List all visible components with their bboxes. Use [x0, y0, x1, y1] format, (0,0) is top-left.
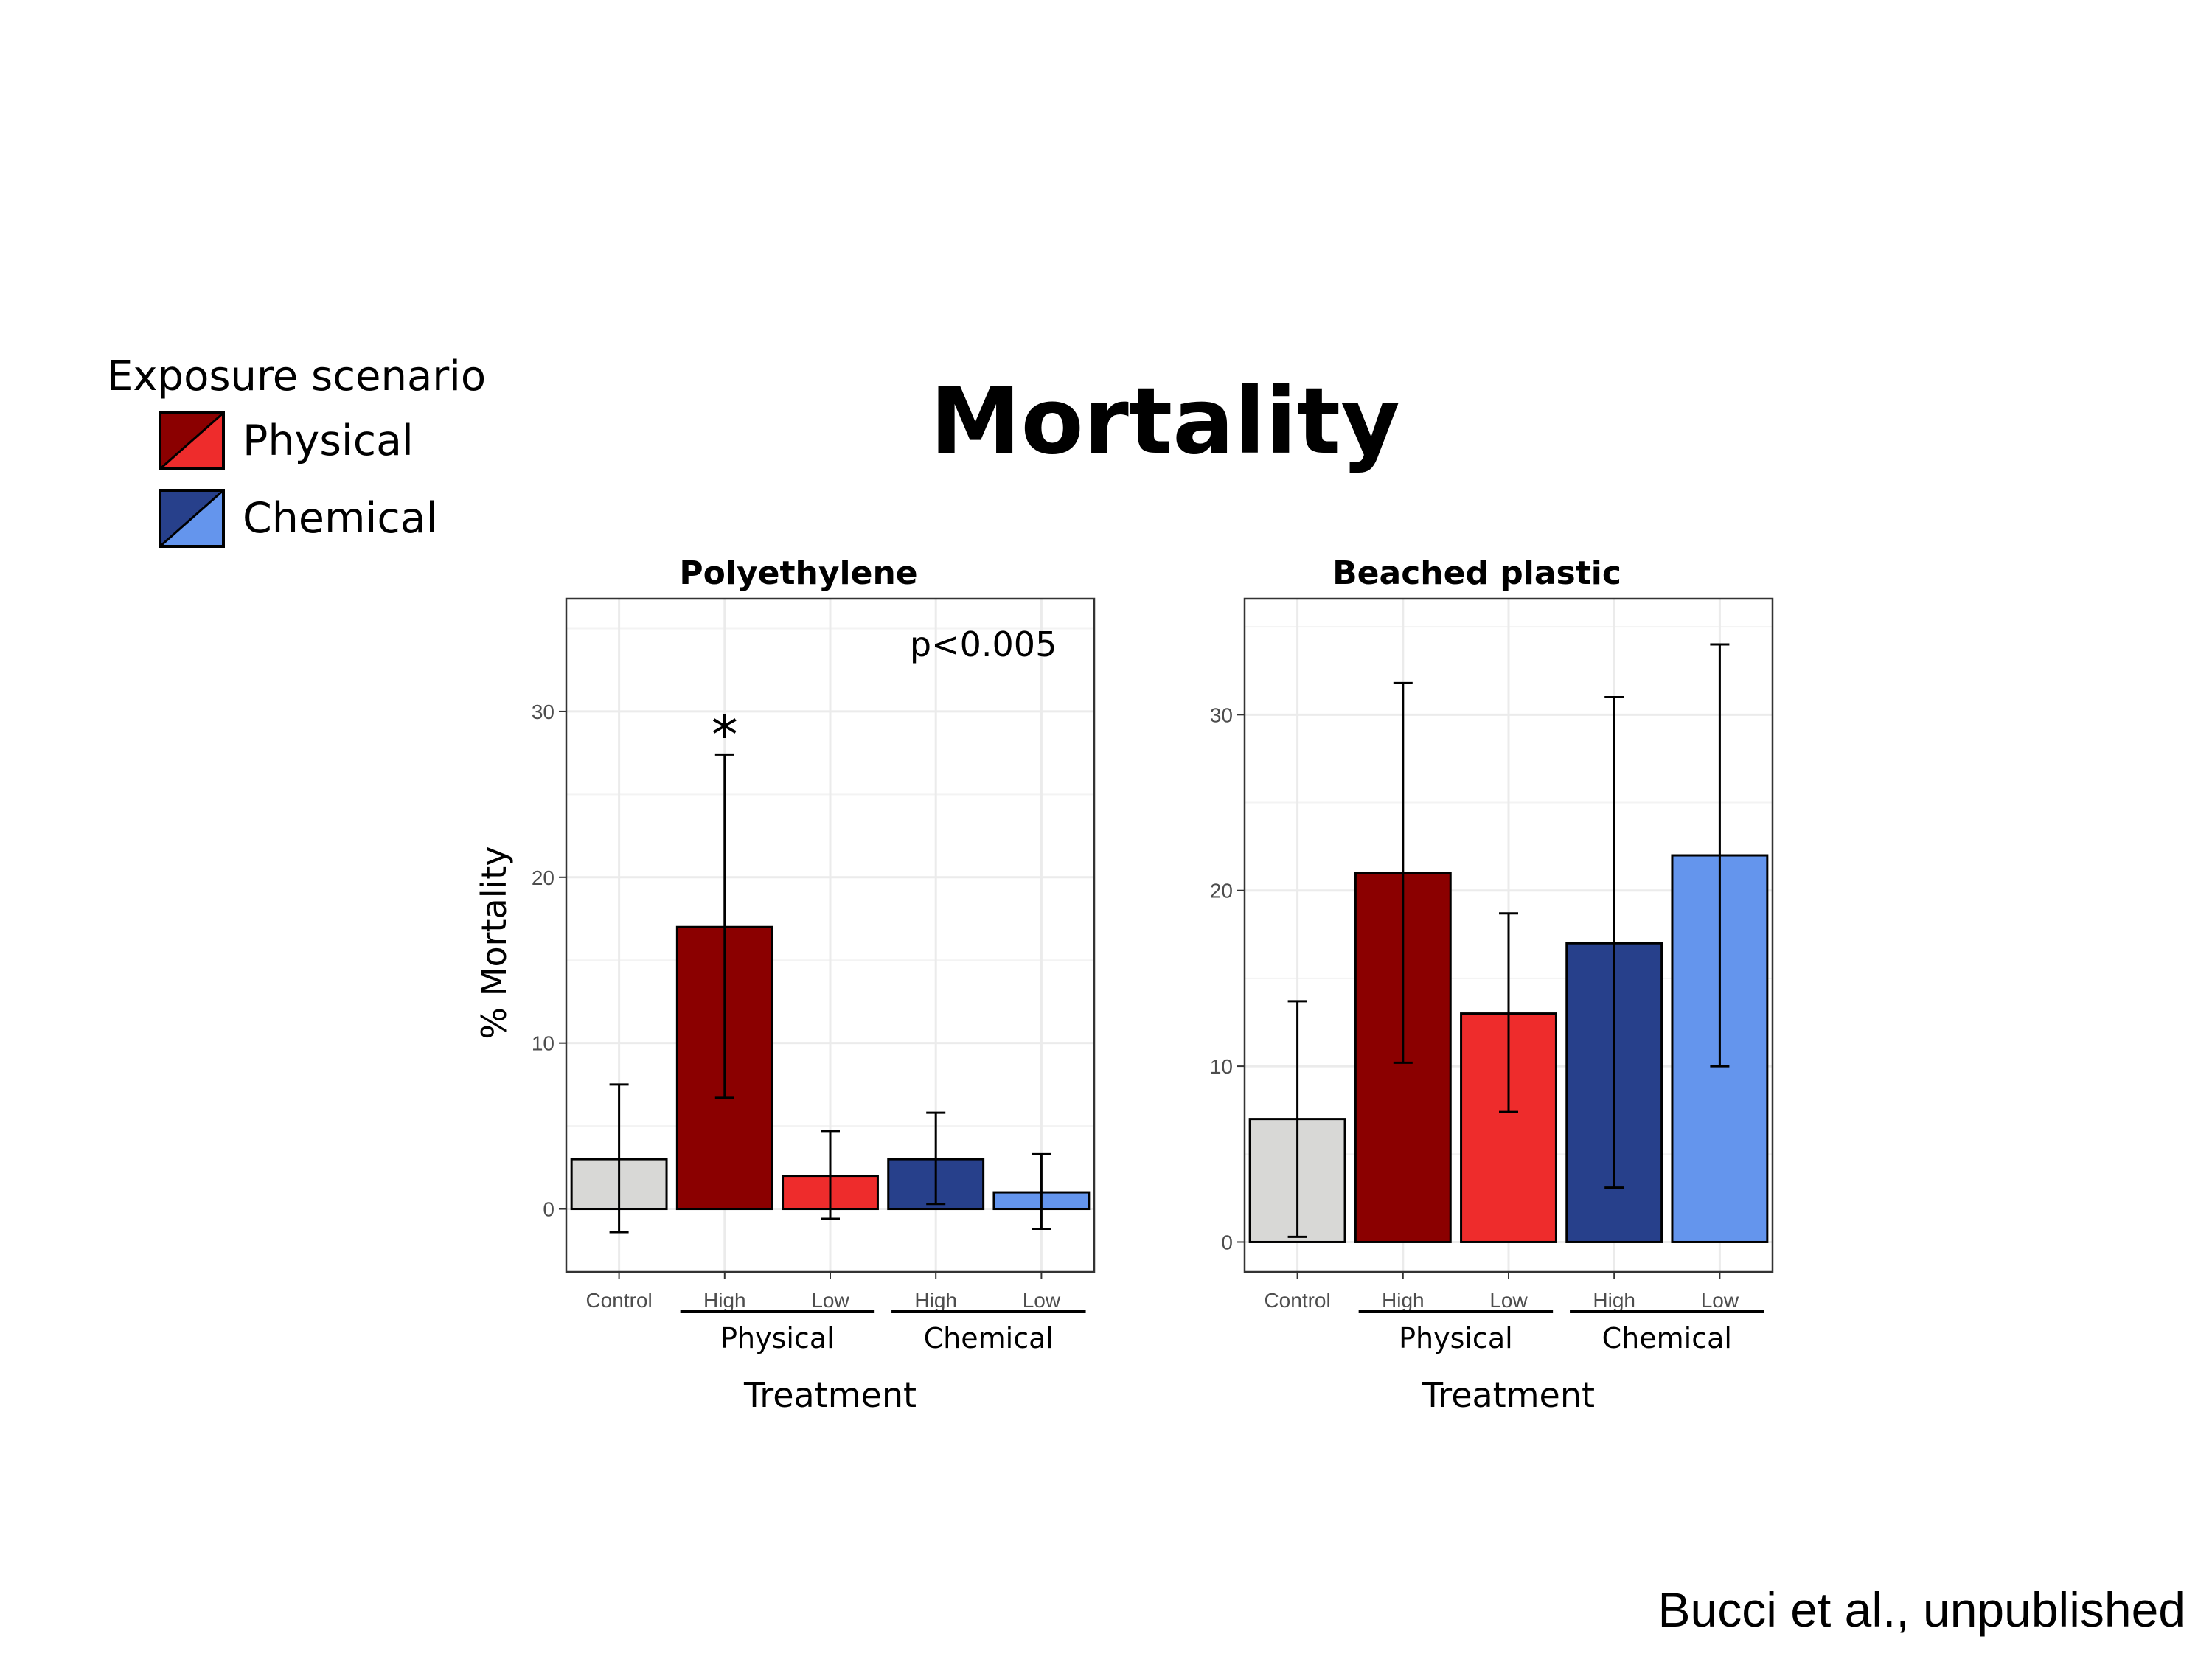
x-tick-label: Low — [1701, 1289, 1739, 1312]
panel-title: Beached plastic — [1332, 554, 1621, 592]
legend: Exposure scenario Physical Chemical — [107, 352, 487, 548]
y-tick-label: 20 — [1210, 880, 1233, 902]
y-tick-label: 0 — [1221, 1231, 1233, 1253]
x-tick-label: High — [1382, 1289, 1425, 1312]
legend-item-chemical: Chemical — [159, 489, 437, 548]
x-axis-title: Treatment — [743, 1375, 917, 1415]
group-label: Chemical — [924, 1322, 1054, 1354]
significance-mark: * — [712, 703, 738, 765]
x-tick-label: Low — [811, 1289, 849, 1312]
x-tick-label: Control — [585, 1289, 652, 1312]
y-tick-label: 20 — [532, 866, 554, 889]
chemical-swatch-icon — [159, 489, 225, 548]
x-tick-label: Control — [1264, 1289, 1330, 1312]
panel-title: Polyethylene — [679, 554, 917, 592]
page-title: Mortality — [930, 369, 1400, 475]
y-tick-label: 10 — [1210, 1055, 1233, 1078]
x-tick-label: High — [914, 1289, 957, 1312]
y-tick-label: 10 — [532, 1032, 554, 1055]
p-value-annotation: p<0.005 — [910, 625, 1057, 664]
y-tick-label: 30 — [1210, 703, 1233, 726]
y-axis-title: % Mortality — [474, 846, 514, 1039]
legend-label-physical: Physical — [243, 417, 414, 465]
x-tick-label: High — [703, 1289, 746, 1312]
y-tick-label: 30 — [532, 700, 554, 723]
group-label: Physical — [1399, 1322, 1513, 1354]
x-tick-label: Low — [1489, 1289, 1528, 1312]
group-label: Physical — [720, 1322, 835, 1354]
x-tick-label: Low — [1023, 1289, 1061, 1312]
y-tick-label: 0 — [543, 1198, 554, 1221]
legend-label-chemical: Chemical — [243, 494, 438, 543]
physical-swatch-icon — [159, 411, 225, 470]
x-tick-label: High — [1593, 1289, 1635, 1312]
group-label: Chemical — [1602, 1322, 1732, 1354]
x-axis-title: Treatment — [1422, 1375, 1595, 1415]
legend-item-physical: Physical — [159, 411, 414, 470]
legend-title: Exposure scenario — [107, 352, 487, 400]
credit-text: Bucci et al., unpublished — [1658, 1582, 2185, 1637]
